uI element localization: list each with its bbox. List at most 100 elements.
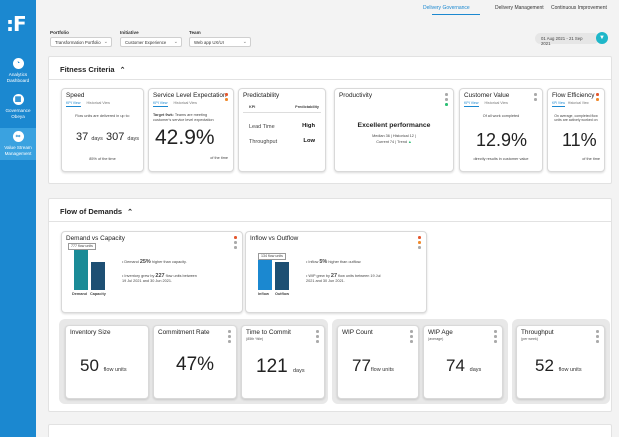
predictability-card: Predictability KPI Predictability Lead T… <box>238 88 326 172</box>
inflow-bar <box>258 260 272 290</box>
pred-r1: Lead Time <box>249 124 275 130</box>
metric-value: 77 <box>352 356 371 375</box>
trend-up-icon: ▲ <box>408 140 412 144</box>
team-select[interactable]: Web app UX/UI ⌄ <box>189 37 251 47</box>
chevron-up-icon[interactable]: ⌃ <box>119 67 126 74</box>
fitness-criteria-panel: Fitness Criteria ⌃ Speed KPI View Historic… <box>48 56 612 184</box>
wip-age-value: 74 days <box>446 356 481 376</box>
speed-foot: 85% of the time <box>89 157 116 161</box>
card-title: Throughput <box>521 329 554 336</box>
team-value: Web app UX/UI <box>194 40 224 45</box>
speed-v2: 307 <box>106 131 125 143</box>
status-dots <box>418 236 421 251</box>
chevron-up-icon[interactable]: ⌃ <box>127 209 133 216</box>
metric-value: 74 <box>446 356 465 375</box>
sidebar-item-vsm[interactable]: ∞ Value Stream Management <box>0 128 36 160</box>
tab-historical-view[interactable]: Historical View <box>173 101 198 105</box>
sle-foot: of the time <box>210 156 228 160</box>
io-b2a: WIP grew by <box>308 274 330 278</box>
tab-historical-view[interactable]: Historical View <box>567 101 589 105</box>
cv-desc: Of all work completed <box>482 114 520 118</box>
metric-unit: days <box>469 367 482 373</box>
dc-b1c: higher than capacity. <box>151 260 187 264</box>
card-title: Speed <box>66 92 85 99</box>
card-title: WIP Count <box>342 329 373 336</box>
fe-desc: On average, completed flow units are act… <box>554 114 598 123</box>
sidebar-item-governance[interactable]: ▦ Governance Obeya <box>0 94 36 120</box>
status-dots <box>316 330 319 345</box>
speed-value-2: 307 days <box>106 131 139 143</box>
flow-title-text: Flow of Demands <box>60 207 123 216</box>
productivity-card: Productivity Excellent performance Media… <box>334 88 454 172</box>
card-title: Inflow vs Outflow <box>250 235 299 242</box>
gauge-icon: ◔ <box>12 58 24 69</box>
pred-r2v: Low <box>303 138 315 144</box>
demand-bar <box>74 250 88 290</box>
speed-tabs: KPI View Historical View <box>66 101 111 107</box>
card-title: Demand vs Capacity <box>66 235 125 242</box>
metric-unit: flow units <box>103 367 127 373</box>
demand-vs-capacity-card: Demand vs Capacity 777 flow units Demand… <box>61 231 243 313</box>
card-title: Flow Efficiency <box>552 92 595 99</box>
initiative-value: Customer Experience <box>125 40 167 45</box>
wip-count-card: WIP Count 77flow units <box>337 325 419 399</box>
grid-icon: ▦ <box>12 94 24 105</box>
active-tab-underline <box>432 14 480 15</box>
io-lbl2: Outflow <box>275 292 290 296</box>
io-b1c: higher than outflow. <box>328 260 362 264</box>
commitment-rate-value: 47% <box>176 354 215 375</box>
prod-line2: Current 74 | Trend ▲ <box>339 140 449 145</box>
card-title: Service Level Expectation <box>153 92 227 99</box>
app-logo[interactable]: :F <box>6 12 27 36</box>
portfolio-select[interactable]: Transformation Portfolio ⌄ <box>50 37 112 47</box>
metric-unit: flow units <box>370 367 394 373</box>
dc-lbl2: Capacity <box>90 292 106 296</box>
card-subtitle: (per week) <box>521 337 538 341</box>
initiative-select[interactable]: Customer Experience ⌄ <box>120 37 182 47</box>
io-lbl1: Inflow <box>258 292 269 296</box>
card-title: Productivity <box>339 92 373 99</box>
inventory-size-value: 50 flow units <box>80 356 127 376</box>
dc-bullet1: • Demand 25% higher than capacity. <box>122 259 187 265</box>
dc-lbl1: Demand <box>72 292 87 296</box>
wip-count-value: 77flow units <box>352 356 394 376</box>
tab-delivery-management[interactable]: Delivery Management <box>495 5 544 11</box>
fe-tabs: KPI View Historical View <box>552 101 589 107</box>
sidebar-item-analytics[interactable]: ◔ Analytics Dashboard <box>0 58 36 84</box>
metric-unit: days <box>292 368 305 374</box>
filter-icon[interactable]: ▼ <box>596 32 608 44</box>
portfolio-value: Transformation Portfolio <box>55 40 101 45</box>
chevron-down-icon: ⌄ <box>242 39 247 45</box>
dc-b2c: flow units between 19 Jul 2021 and 30 Ju… <box>122 274 197 283</box>
date-range-picker[interactable]: 01 Aug 2021 - 21 Sep 2021 <box>535 33 599 46</box>
io-b2c: flow units between 19 Jul 2021 and 30 Ju… <box>306 274 381 283</box>
prod-line2-text: Current 74 | Trend <box>376 140 407 144</box>
tab-kpi-view[interactable]: KPI View <box>66 101 81 107</box>
sle-desc-text: Teams are meeting customer's service lev… <box>153 113 214 122</box>
dc-b1a: Demand <box>124 260 139 264</box>
cv-value: 12.9% <box>476 130 528 150</box>
flow-efficiency-card: Flow Efficiency KPI View Historical View … <box>547 88 605 172</box>
sle-value: 42.9% <box>155 126 215 149</box>
divider <box>243 112 321 113</box>
tab-historical-view[interactable]: Historical View <box>86 101 111 105</box>
flow-of-demands-panel: Flow of Demands ⌃ Demand vs Capacity 777 … <box>48 198 612 412</box>
fe-value: 11% <box>562 130 597 150</box>
metric-value: 52 <box>535 356 554 375</box>
tab-historical-view[interactable]: Historical View <box>484 101 509 105</box>
team-label: Team <box>189 30 201 35</box>
tab-delivery-governance[interactable]: Delivery Governance <box>423 5 470 11</box>
status-dots <box>445 93 448 108</box>
dc-b2b: 227 <box>155 273 165 279</box>
inflow-vs-outflow-card: Inflow vs Outflow 134 flow units Inflow … <box>245 231 427 313</box>
time-to-commit-value: 121 days <box>256 356 305 378</box>
tab-kpi-view[interactable]: KPI View <box>153 101 168 107</box>
tab-kpi-view[interactable]: KPI View <box>464 101 479 107</box>
throughput-card: Throughput (per week) 52 flow units <box>516 325 605 399</box>
commitment-rate-card: Commitment Rate 47% <box>153 325 237 399</box>
tab-kpi-view[interactable]: KPI View <box>552 101 565 107</box>
chevron-down-icon: ⌄ <box>173 39 178 45</box>
tab-continuous-improvement[interactable]: Continuous Improvement <box>551 5 607 11</box>
metric-value: 50 <box>80 356 99 375</box>
pred-h1: KPI <box>249 105 256 109</box>
